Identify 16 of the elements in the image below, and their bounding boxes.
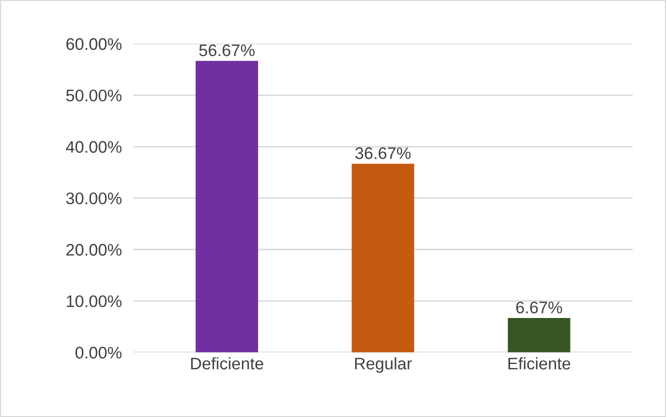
y-tick-label: 0.00%: [75, 346, 122, 359]
y-tick-label: 10.00%: [66, 295, 122, 308]
x-tick-label: Eficiente: [508, 357, 570, 370]
x-tick-label: Regular: [355, 357, 412, 373]
bar: [352, 164, 414, 352]
data-label: 6.67%: [516, 302, 562, 314]
data-label: 36.67%: [355, 147, 411, 160]
data-label: 56.67%: [199, 44, 255, 56]
bar: [508, 318, 570, 352]
y-tick-label: 60.00%: [66, 38, 122, 50]
y-tick-label: 40.00%: [66, 141, 122, 153]
y-tick-label: 20.00%: [66, 244, 122, 256]
y-tick-label: 30.00%: [66, 192, 122, 204]
y-tick-label: 50.00%: [66, 90, 122, 102]
bar: [196, 60, 258, 352]
x-tick-label: Deficiente: [191, 357, 264, 370]
